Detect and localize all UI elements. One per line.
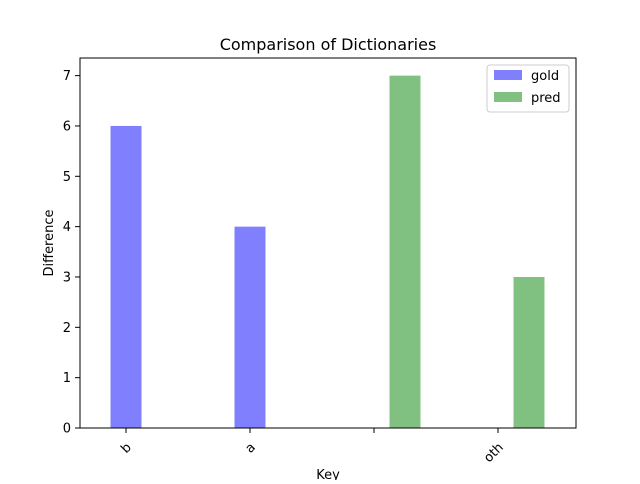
bar-gold-1 — [234, 226, 266, 428]
y-tick-label: 5 — [63, 170, 71, 185]
x-tick-label: a — [243, 440, 259, 456]
y-axis-label: Difference — [42, 209, 57, 276]
legend-swatch-gold — [494, 70, 522, 80]
y-tick-label: 3 — [63, 270, 71, 285]
x-tick-label: oth — [481, 440, 507, 466]
y-tick-label: 4 — [63, 220, 71, 235]
chart-title: Comparison of Dictionaries — [220, 35, 437, 54]
x-axis: b a oth — [118, 428, 507, 466]
x-axis-label: Key — [316, 468, 340, 480]
plot-frame — [79, 57, 577, 429]
bar-gold-0 — [110, 125, 142, 429]
bar-pred-2 — [389, 75, 421, 428]
legend-swatch-pred — [494, 92, 522, 102]
x-tick-label: b — [118, 440, 134, 456]
y-tick-label: 1 — [63, 371, 71, 386]
legend-label-pred: pred — [531, 91, 561, 106]
y-tick-label: 2 — [63, 321, 71, 336]
y-tick-label: 7 — [63, 69, 71, 84]
bars-layer — [110, 75, 545, 429]
y-axis: 0 1 2 3 4 5 6 7 — [63, 69, 80, 437]
y-tick-label: 0 — [63, 422, 71, 437]
bar-pred-3 — [513, 276, 545, 428]
legend-label-gold: gold — [531, 69, 559, 84]
y-tick-label: 6 — [63, 119, 71, 134]
legend: gold pred — [486, 64, 570, 113]
